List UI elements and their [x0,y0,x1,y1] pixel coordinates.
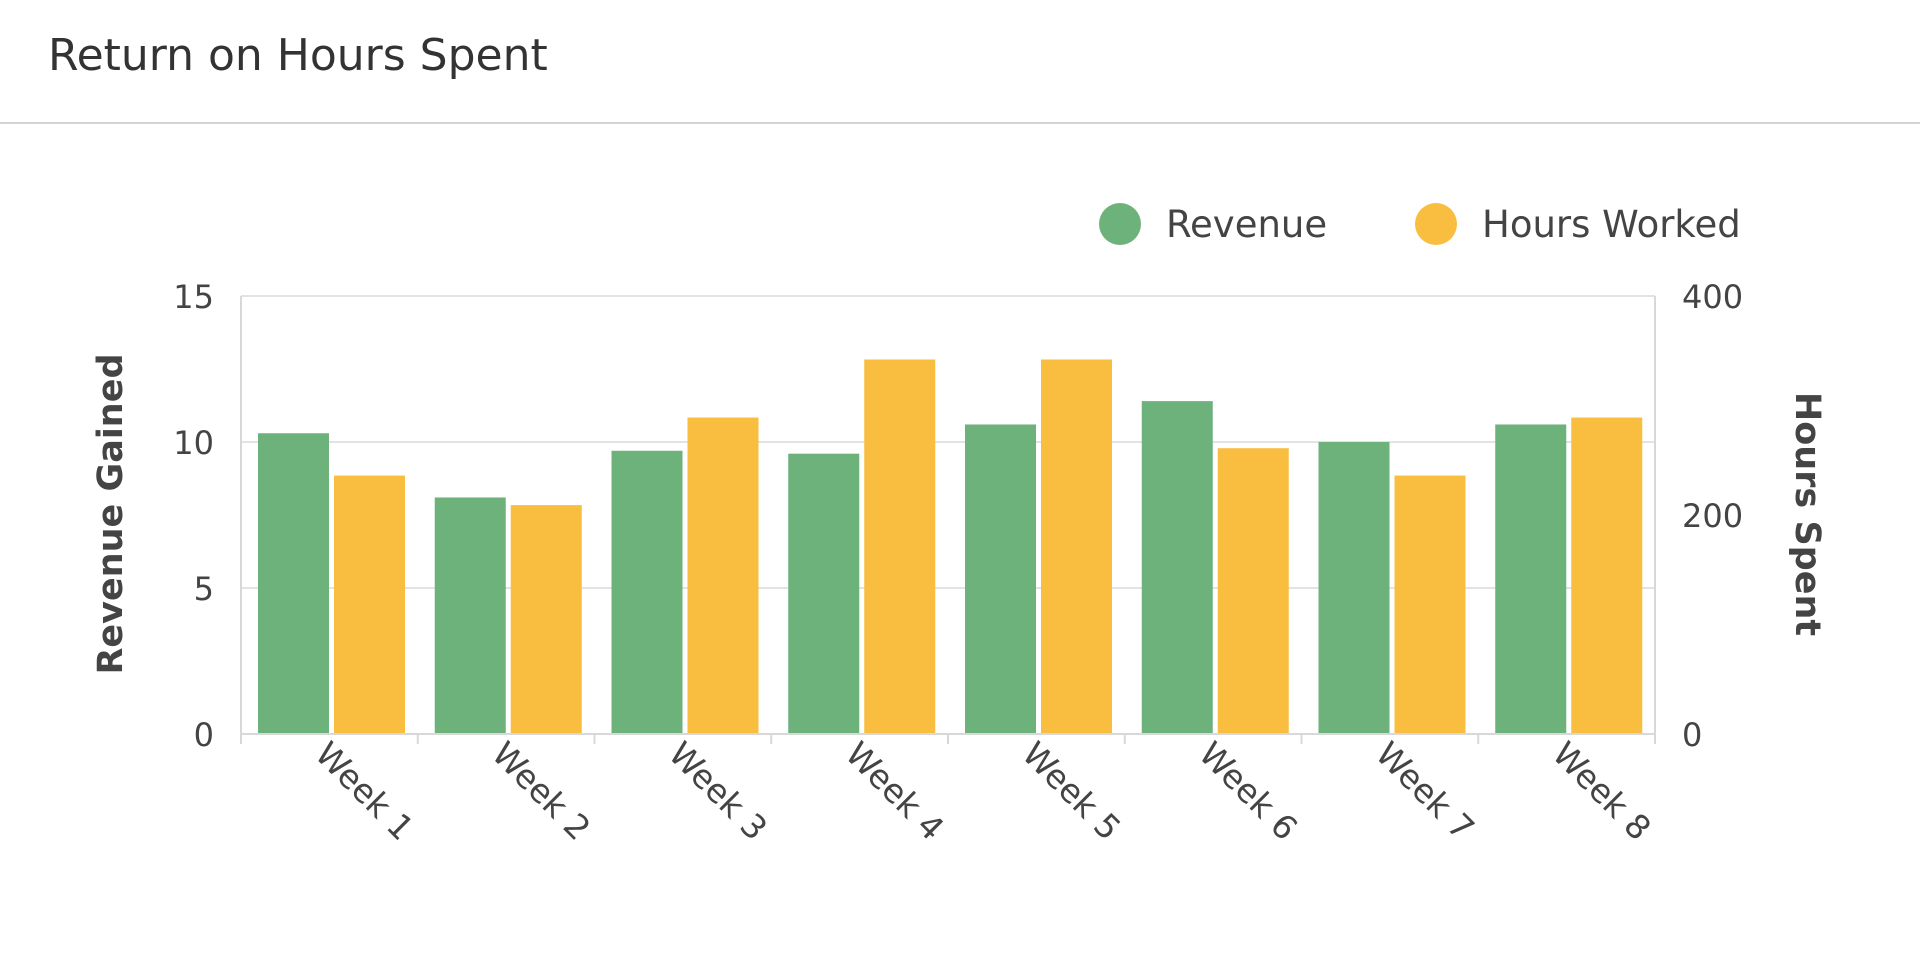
x-tick-label: Week 1 [308,734,422,848]
bar-revenue [258,433,329,734]
x-tick-label: Week 3 [661,734,775,848]
x-tick-label: Week 2 [484,734,598,848]
header-divider [0,122,1920,124]
y2-tick-label: 400 [1682,278,1743,316]
y2-tick-label: 0 [1682,716,1702,754]
legend-marker [1099,203,1141,245]
bar-hours-worked [334,475,405,734]
bar-hours-worked [1041,359,1112,734]
chart-title: Return on Hours Spent [48,30,548,81]
bar-revenue [1318,442,1390,734]
bar-hours-worked [864,359,936,734]
x-tick-label: Week 8 [1545,734,1659,848]
bar-revenue [965,424,1036,734]
bar-hours-worked [687,417,759,734]
bar-revenue [1495,424,1567,734]
x-tick-label: Week 7 [1368,734,1482,848]
bar-revenue [434,497,506,734]
bar-hours-worked [1217,448,1289,734]
bar-revenue [611,450,683,734]
bar-revenue [788,453,860,734]
bar-revenue [1141,401,1213,734]
y-tick-label: 5 [194,570,214,608]
x-tick-label: Week 4 [838,734,952,848]
legend-marker [1415,203,1457,245]
y-axis-title: Revenue Gained [91,353,131,674]
legend-label: Hours Worked [1482,203,1741,246]
y-tick-label: 15 [173,278,214,316]
legend-label: Revenue [1166,203,1327,246]
x-tick-label: Week 5 [1015,734,1129,848]
y-tick-label: 0 [194,716,214,754]
bar-hours-worked [1394,475,1466,734]
y2-tick-label: 200 [1682,497,1743,535]
x-tick-label: Week 6 [1191,734,1305,848]
y2-axis-title: Hours Spent [1787,392,1827,636]
bar-hours-worked [1571,417,1643,734]
y-tick-label: 10 [173,424,214,462]
bar-hours-worked [510,505,582,734]
